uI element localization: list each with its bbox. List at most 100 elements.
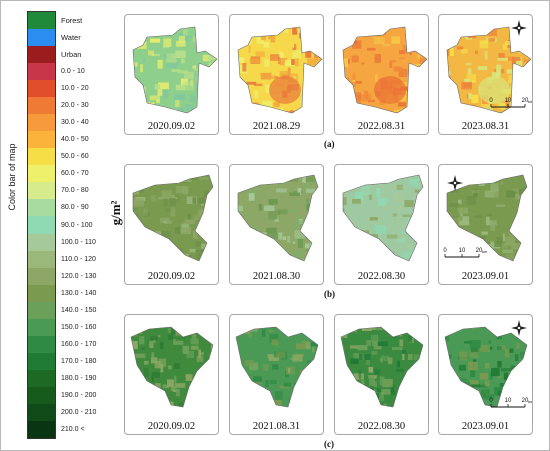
legend-label: 160.0 - 170 bbox=[61, 340, 97, 348]
map-image bbox=[342, 174, 424, 262]
legend-swatch bbox=[28, 369, 55, 388]
legend-label: 70.0 - 80 bbox=[61, 187, 89, 195]
legend-swatch bbox=[28, 403, 55, 422]
legend-label: 170.0 - 180 bbox=[61, 357, 97, 365]
legend-label: 90.0 - 100 bbox=[61, 221, 93, 229]
color-legend: Forest Water Urban 0.0 - 10 10.0 - 20 20.0 - … bbox=[27, 11, 96, 439]
map-image bbox=[237, 26, 323, 114]
map-panel: 2022.08.30 bbox=[334, 164, 429, 285]
map-panel: 0 10 20 km 2023.09.01 bbox=[438, 164, 533, 285]
map-panel: 2020.09.02 bbox=[124, 314, 219, 435]
map-date: 2020.09.02 bbox=[147, 271, 196, 282]
map-date: 2023.08.31 bbox=[461, 121, 510, 132]
scale-tick-label: 20 bbox=[522, 98, 529, 104]
legend-swatch bbox=[28, 420, 55, 439]
legend-swatch bbox=[28, 12, 55, 30]
scale-unit: km bbox=[528, 99, 533, 104]
row-label: (c) bbox=[324, 439, 334, 449]
scale-tick-label: 10 bbox=[505, 98, 512, 104]
map-panel: 0 10 20 km 2023.09.01 bbox=[438, 314, 533, 435]
map-panel: 2021.08.31 bbox=[229, 314, 324, 435]
map-date: 2023.09.01 bbox=[461, 271, 510, 282]
legend-swatch bbox=[28, 114, 55, 132]
legend-swatch bbox=[28, 165, 55, 183]
map-date: 2022.08.30 bbox=[357, 421, 406, 432]
legend-swatch bbox=[28, 250, 55, 269]
legend-label: 40.0 - 50 bbox=[61, 136, 89, 144]
map-image bbox=[132, 174, 214, 262]
scale-bar: 0 10 20 km bbox=[489, 398, 533, 408]
scale-tick-label: 10 bbox=[505, 398, 512, 404]
map-image bbox=[237, 174, 319, 262]
map-date: 2023.09.01 bbox=[461, 421, 510, 432]
legend-label: 80.0 - 90 bbox=[61, 204, 89, 212]
legend-swatch bbox=[28, 267, 55, 286]
map-image bbox=[132, 26, 218, 114]
legend-swatch bbox=[28, 80, 55, 98]
legend-label: 30.0 - 40 bbox=[61, 119, 89, 127]
legend-swatch bbox=[28, 386, 55, 405]
map-date: 2022.08.31 bbox=[357, 121, 406, 132]
legend-swatch bbox=[28, 63, 55, 81]
legend-swatch bbox=[28, 148, 55, 166]
legend-label: 190.0 - 200 bbox=[61, 391, 97, 399]
map-date: 2021.08.31 bbox=[252, 421, 301, 432]
scale-unit: km bbox=[482, 249, 488, 254]
legend-label: 0.0 - 10 bbox=[61, 68, 85, 76]
scale-tick-label: 0 bbox=[443, 248, 447, 254]
scale-tick-label: 0 bbox=[489, 98, 493, 104]
legend-swatch bbox=[28, 97, 55, 115]
map-panel: 2022.08.30 bbox=[334, 314, 429, 435]
north-arrow-icon bbox=[511, 20, 527, 36]
map-panel: 2020.09.02 bbox=[124, 164, 219, 285]
legend-swatch bbox=[28, 233, 55, 252]
legend-label: Forest bbox=[61, 16, 83, 26]
map-date: 2022.08.30 bbox=[357, 271, 406, 282]
map-panel: 2022.08.31 bbox=[334, 14, 429, 135]
map-panel: 2021.08.29 bbox=[229, 14, 324, 135]
legend-swatch bbox=[28, 352, 55, 371]
legend-swatch bbox=[28, 335, 55, 354]
legend-label: 140.0 - 150 bbox=[61, 306, 97, 314]
legend-label: 60.0 - 70 bbox=[61, 170, 89, 178]
legend-label: 10.0 - 20 bbox=[61, 85, 89, 93]
scale-bar: 0 10 20 km bbox=[443, 248, 488, 258]
legend-label: 180.0 - 190 bbox=[61, 374, 97, 382]
legend-title: Color bar of map bbox=[7, 143, 17, 211]
scale-tick-label: 10 bbox=[459, 248, 466, 254]
legend-swatch bbox=[28, 29, 55, 47]
map-image bbox=[130, 326, 214, 408]
legend-label: 110.0 - 120 bbox=[61, 255, 96, 263]
map-image: 0 10 20 km bbox=[443, 174, 528, 262]
map-image bbox=[340, 326, 424, 408]
row-label: (a) bbox=[324, 139, 335, 149]
legend-label: Urban bbox=[61, 50, 82, 60]
legend-swatch bbox=[28, 182, 55, 200]
legend-label: 210.0 < bbox=[61, 425, 85, 433]
legend-unit: g/m² bbox=[108, 200, 123, 226]
scale-unit: km bbox=[528, 399, 533, 404]
legend-label: 150.0 - 160 bbox=[61, 323, 97, 331]
row-label: (b) bbox=[324, 289, 335, 299]
legend-swatch bbox=[28, 301, 55, 320]
legend-label: 200.0 - 210 bbox=[61, 408, 97, 416]
map-date: 2021.08.29 bbox=[252, 121, 301, 132]
scale-tick-label: 20 bbox=[476, 248, 483, 254]
scale-tick-label: 0 bbox=[489, 398, 493, 404]
legend-swatch bbox=[28, 216, 55, 234]
map-image: 0 10 20 km bbox=[444, 320, 533, 408]
map-panel: 2021.08.30 bbox=[229, 164, 324, 285]
legend-swatch bbox=[28, 284, 55, 303]
legend-label: 120.0 - 130 bbox=[61, 272, 97, 280]
legend-label: 100.0 - 110 bbox=[61, 238, 96, 246]
legend-label: 50.0 - 60 bbox=[61, 153, 89, 161]
legend-label: 20.0 - 30 bbox=[61, 102, 89, 110]
north-arrow-icon bbox=[511, 320, 527, 336]
legend-swatch bbox=[28, 318, 55, 337]
legend-swatch bbox=[28, 199, 55, 217]
map-date: 2020.09.02 bbox=[147, 421, 196, 432]
map-panel: 0 10 20 km 2023.08.31 bbox=[438, 14, 533, 135]
map-image: 0 10 20 km bbox=[446, 20, 533, 114]
legend-label: 130.0 - 140 bbox=[61, 289, 97, 297]
north-arrow-icon bbox=[447, 175, 463, 191]
